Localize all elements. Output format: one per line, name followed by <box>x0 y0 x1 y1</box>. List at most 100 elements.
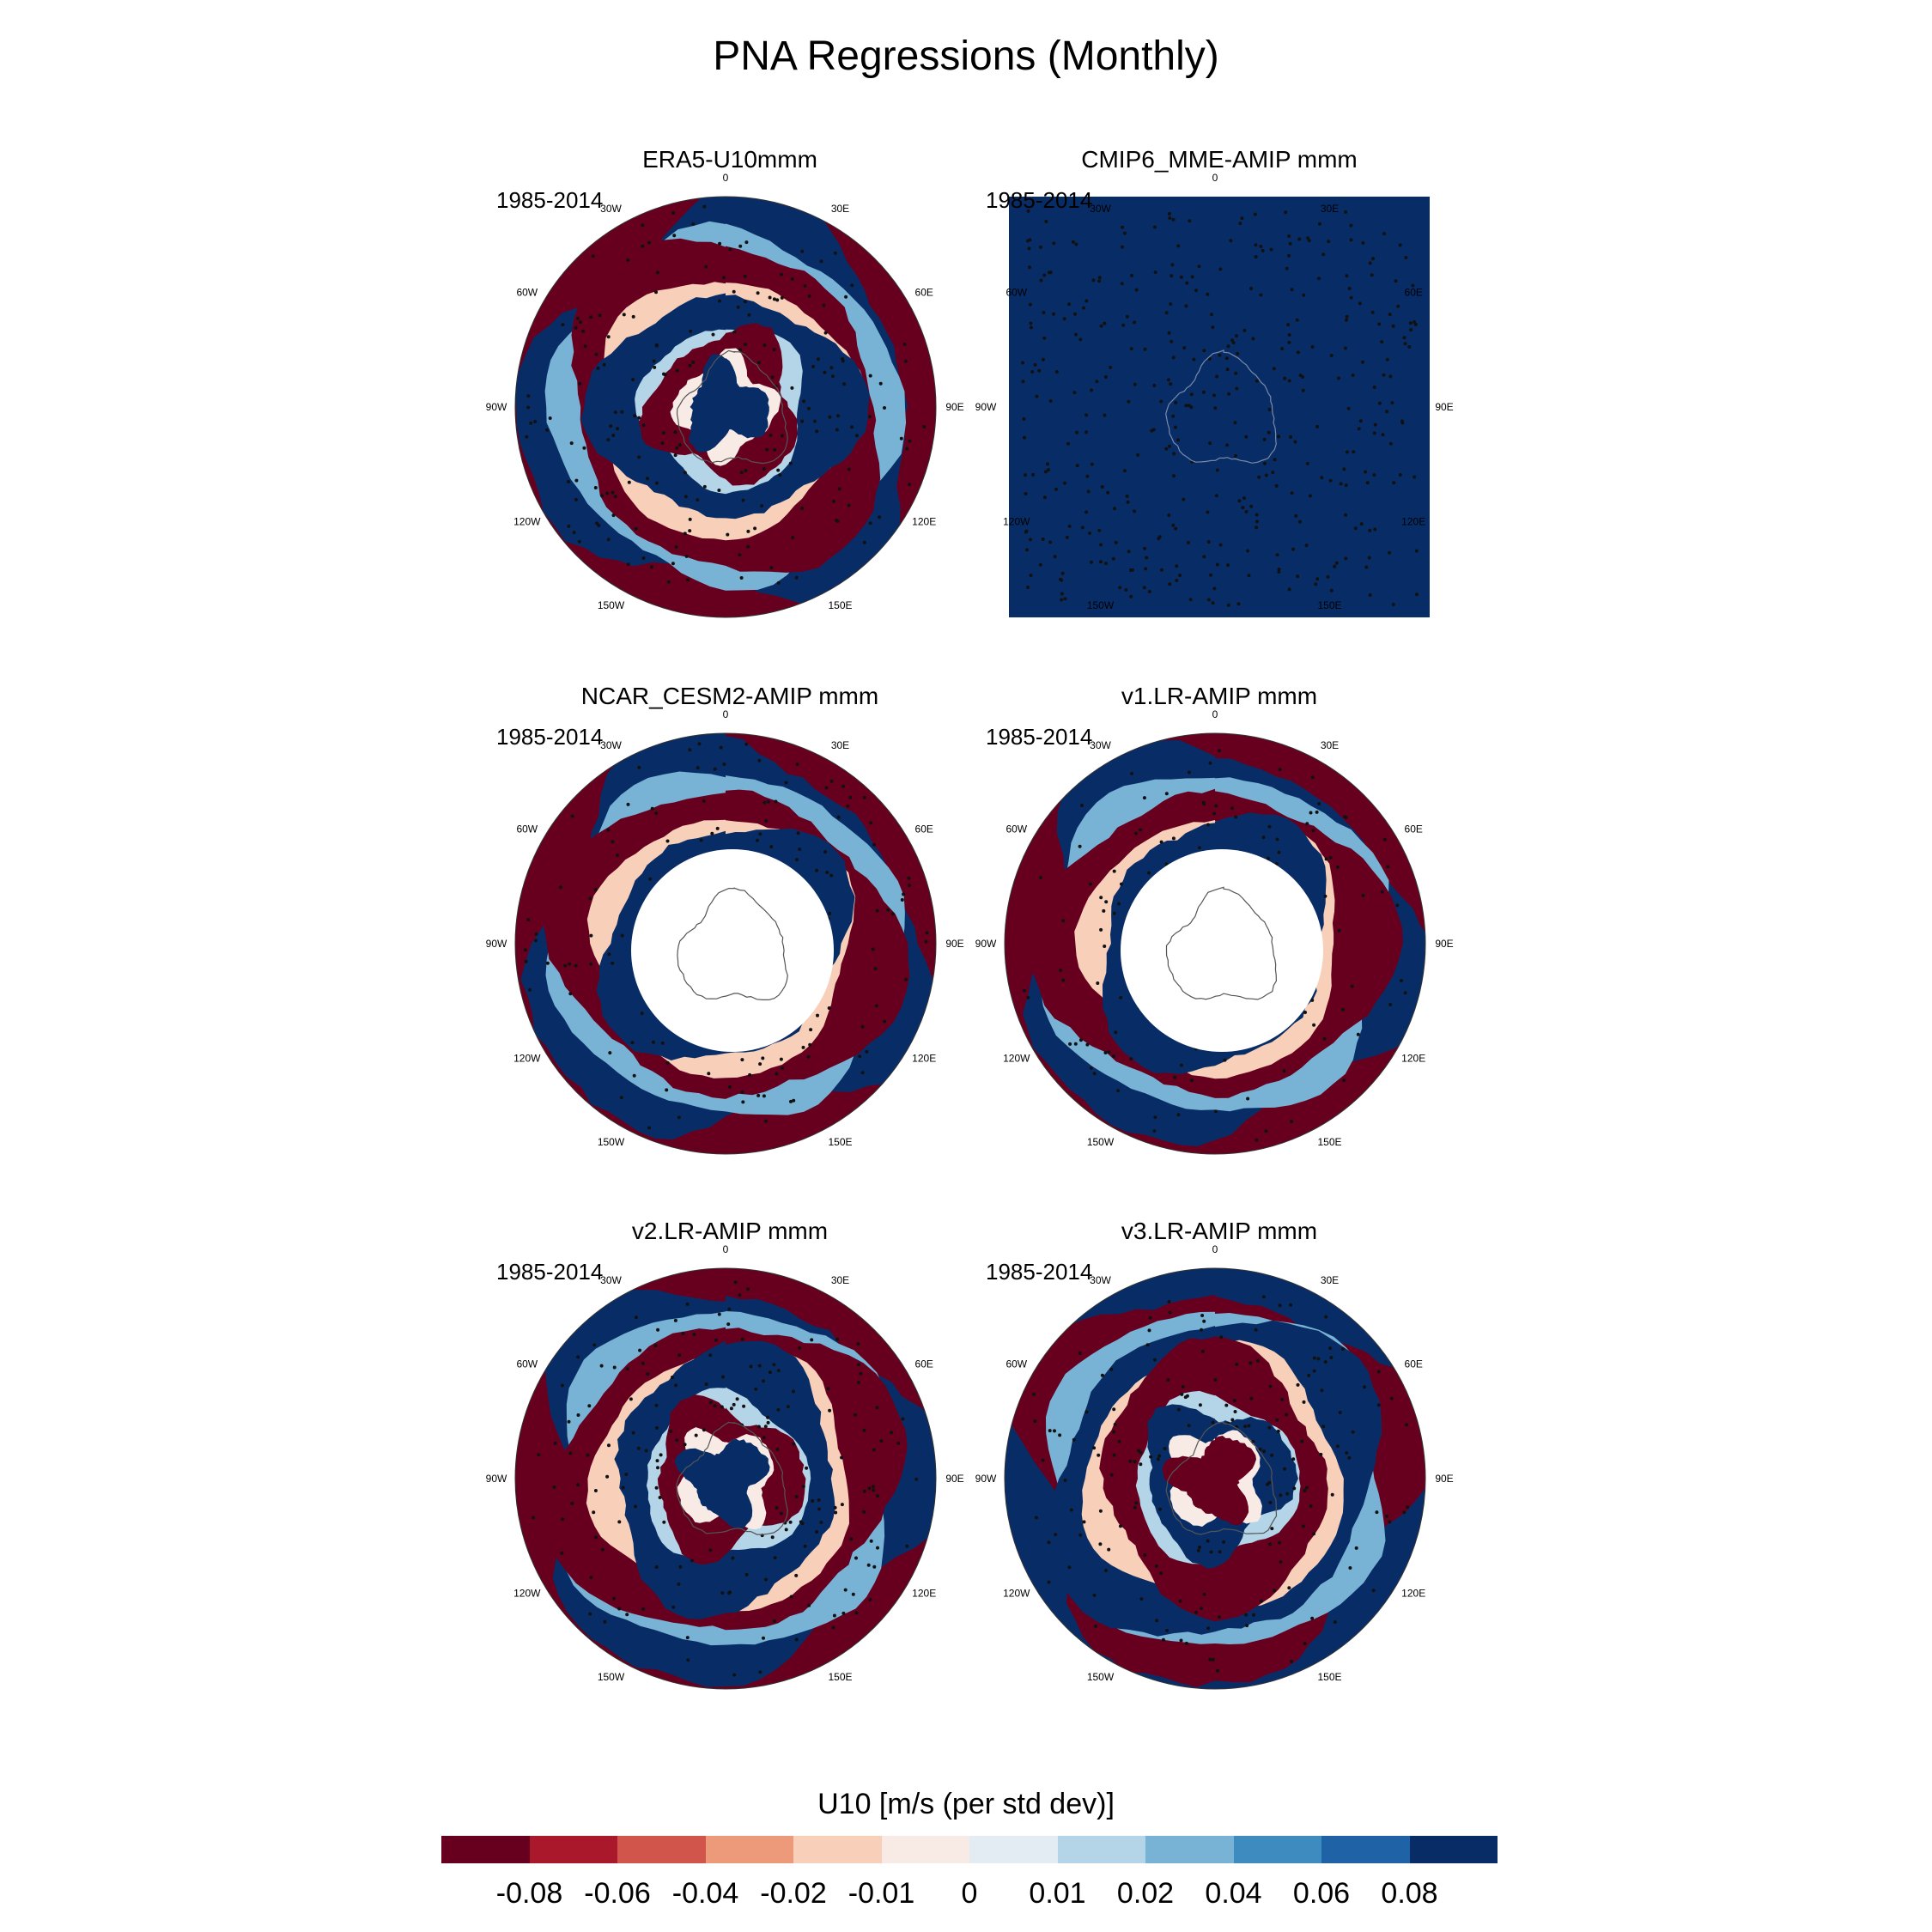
longitude-label: 0 <box>723 1243 729 1255</box>
longitude-label: 150E <box>828 599 852 611</box>
polar-map: 030E60E90E120E150E180150W120W90W60W30W <box>486 708 964 1155</box>
colorbar-swatch <box>1057 1836 1145 1863</box>
longitude-label: 60W <box>1005 823 1027 835</box>
longitude-label: 60W <box>516 1358 538 1370</box>
longitude-label: 0 <box>1212 172 1218 184</box>
map-panel: 030E60E90E120E150E180150W120W90W60W30WNC… <box>481 683 979 1163</box>
longitude-label: 60E <box>915 1358 933 1370</box>
polar-map: 030E60E90E120E150E180150W120W90W60W30W <box>486 1243 964 1690</box>
longitude-label: 90W <box>975 1473 997 1485</box>
longitude-label: 0 <box>723 708 729 720</box>
longitude-label: 120E <box>1401 1053 1425 1065</box>
longitude-label: 30W <box>1090 1274 1111 1286</box>
colorbar-tick-label: 0.06 <box>1292 1877 1351 1910</box>
longitude-label: 0 <box>1212 1243 1218 1255</box>
colorbar-tick-label: -0.08 <box>495 1877 563 1910</box>
colorbar-swatch <box>1321 1836 1410 1863</box>
colorbar-tick-label: -0.06 <box>584 1877 651 1910</box>
longitude-label: 150W <box>598 599 625 611</box>
coastline <box>676 1421 788 1535</box>
colorbar-swatch <box>1233 1836 1321 1863</box>
colorbar-swatch <box>793 1836 882 1863</box>
colorbar-swatch <box>705 1836 793 1863</box>
coastline <box>676 349 788 465</box>
colorbar <box>441 1836 1498 1863</box>
longitude-label: 30E <box>831 1274 849 1286</box>
coastline <box>677 887 788 1000</box>
longitude-label: 60E <box>1405 823 1423 835</box>
longitude-label: 30W <box>1090 203 1111 215</box>
longitude-label: 120W <box>1003 1053 1030 1065</box>
map-panel: 030E60E90E120E150E180150W120W90W60W30Wv1… <box>970 683 1468 1163</box>
longitude-label: 90E <box>1435 401 1453 413</box>
longitude-label: 30W <box>1090 739 1111 751</box>
longitude-label: 30E <box>1321 1274 1339 1286</box>
masked-region <box>1121 849 1323 1052</box>
longitude-label: 60W <box>1005 287 1027 299</box>
colorbar-tick-label: 0 <box>961 1877 978 1910</box>
panel-title: v2.LR-AMIP mmm <box>631 1218 829 1244</box>
longitude-label: 120W <box>1003 516 1030 528</box>
colorbar-swatch <box>969 1836 1058 1863</box>
contour-band <box>674 1438 770 1528</box>
longitude-label: 90E <box>1435 938 1453 950</box>
polar-map: 030E60E90E120E150E180150W120W90W60W30W <box>975 172 1454 617</box>
longitude-label: 60W <box>516 823 538 835</box>
longitude-label: 150E <box>1317 1671 1341 1683</box>
longitude-label: 150W <box>1087 599 1115 611</box>
polar-map: 030E60E90E120E150E180150W120W90W60W30W <box>486 172 964 618</box>
longitude-label: 150W <box>598 1136 625 1148</box>
panel-title: ERA5-U10mmm <box>642 146 817 173</box>
longitude-label: 90E <box>1435 1473 1453 1485</box>
longitude-label: 90E <box>945 401 963 413</box>
polar-map: 030E60E90E120E150E180150W120W90W60W30W <box>975 708 1454 1155</box>
longitude-label: 120W <box>1003 1588 1030 1600</box>
longitude-label: 150W <box>1087 1136 1115 1148</box>
longitude-label: 120E <box>912 1588 936 1600</box>
longitude-label: 30W <box>600 1274 622 1286</box>
longitude-label: 150W <box>1087 1671 1115 1683</box>
longitude-label: 120W <box>513 1588 541 1600</box>
panel-period: 1985-2014 <box>986 187 1093 213</box>
colorbar-tick-label: -0.04 <box>671 1877 739 1910</box>
panel-period: 1985-2014 <box>986 1259 1093 1285</box>
colorbar-swatch <box>881 1836 969 1863</box>
longitude-label: 0 <box>1212 708 1218 720</box>
longitude-label: 60W <box>1005 1358 1027 1370</box>
panel-title: v3.LR-AMIP mmm <box>1121 1218 1318 1244</box>
longitude-label: 90W <box>486 938 507 950</box>
panel-title: CMIP6_MME-AMIP mmm <box>1081 146 1358 173</box>
map-panel: 030E60E90E120E150E180150W120W90W60W30WCM… <box>970 146 1468 627</box>
colorbar-tick-label: -0.01 <box>848 1877 915 1910</box>
colorbar-swatch <box>1145 1836 1234 1863</box>
panel-title: NCAR_CESM2-AMIP mmm <box>580 683 879 709</box>
longitude-label: 150E <box>1317 599 1341 611</box>
colorbar-title: U10 [m/s (per std dev)] <box>817 1788 1115 1820</box>
longitude-label: 90W <box>486 1473 507 1485</box>
panel-period: 1985-2014 <box>496 1259 604 1285</box>
map-panel: 030E60E90E120E150E180150W120W90W60W30Wv2… <box>481 1218 979 1698</box>
colorbar-swatch <box>529 1836 617 1863</box>
colorbar-swatch <box>1409 1836 1498 1863</box>
map-panel: 030E60E90E120E150E180150W120W90W60W30Wv3… <box>970 1218 1468 1698</box>
longitude-label: 30E <box>1321 739 1339 751</box>
panel-period: 1985-2014 <box>496 187 604 213</box>
longitude-label: 150E <box>828 1671 852 1683</box>
longitude-label: 120E <box>912 1053 936 1065</box>
map-panel: 030E60E90E120E150E180150W120W90W60W30WER… <box>481 146 979 627</box>
longitude-label: 90W <box>486 401 507 413</box>
colorbar-swatch <box>617 1836 706 1863</box>
longitude-label: 60E <box>1405 1358 1423 1370</box>
coastline <box>1165 886 1278 1000</box>
longitude-label: 120E <box>912 516 936 528</box>
polar-map: 030E60E90E120E150E180150W120W90W60W30W <box>975 1243 1454 1690</box>
colorbar-swatch <box>441 1836 530 1863</box>
longitude-label: 90W <box>975 401 997 413</box>
colorbar-tick-label: 0.04 <box>1205 1877 1262 1910</box>
masked-region <box>631 849 834 1052</box>
contour-band <box>1162 1436 1256 1526</box>
panel-title: v1.LR-AMIP mmm <box>1121 683 1318 709</box>
colorbar-tick-label: 0.01 <box>1029 1877 1086 1910</box>
longitude-label: 60E <box>915 287 933 299</box>
longitude-label: 30E <box>1321 203 1339 215</box>
